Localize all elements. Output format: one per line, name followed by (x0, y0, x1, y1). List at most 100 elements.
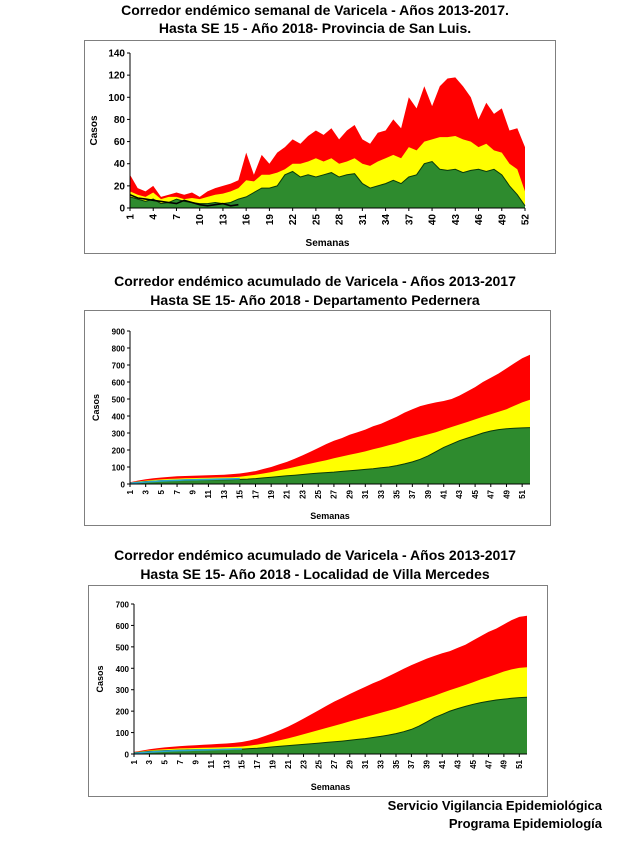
chart3-frame: 0 100 200 300 400 500 600 700 1 3 5 7 9 11 13 15 17 19 21 2… (88, 585, 548, 797)
chart2-x-tick-label: 41 (440, 489, 449, 498)
chart1-x-tick-label: 52 (521, 214, 532, 226)
chart1-x-tick-label: 34 (381, 214, 392, 226)
chart2-observed-2018-line (129, 477, 240, 485)
chart1-x-tick-label: 49 (497, 214, 508, 226)
chart2-y-tick-label: 300 (112, 430, 126, 439)
chart2-x-tick-label: 23 (298, 489, 307, 498)
chart3-x-tick-label: 33 (376, 759, 385, 768)
chart1-area-safety (130, 161, 525, 208)
chart2-x-tick-label: 3 (141, 489, 150, 494)
chart3-x-tick-label: 31 (361, 759, 370, 768)
chart1-x-axis-label: Semanas (306, 238, 350, 249)
chart2-y-tick-label: 600 (112, 379, 126, 388)
chart3-observed-2018-line (133, 748, 242, 755)
chart2-x-tick-label: 33 (377, 489, 386, 498)
chart3-x-tick-label: 11 (207, 759, 216, 768)
chart1-y-tick-label: 20 (114, 181, 126, 192)
chart3-y-tick-label: 700 (116, 601, 130, 610)
chart2-x-axis-label: Semanas (310, 511, 350, 521)
chart3-x-tick-label: 49 (500, 759, 509, 768)
chart2-y-tick-label: 0 (121, 481, 126, 490)
chart3-x-tick-label: 37 (407, 759, 416, 768)
chart1-title: Corredor endémico semanal de Varicela - … (121, 2, 509, 18)
chart3-y-axis-label: Casos (95, 665, 105, 692)
chart2-frame: 0 100 200 300 400 500 600 700 800 900 1 3 5 7 9 11 13 15 1… (84, 310, 551, 526)
chart2-x-tick-label: 31 (361, 489, 370, 498)
chart3-x-tick-label: 23 (299, 759, 308, 768)
chart1-y-tick-label: 120 (108, 71, 125, 82)
chart3-y-tick-label: 200 (116, 708, 130, 717)
chart1-x-tick-label: 22 (288, 214, 299, 226)
chart3-y-tick-label: 100 (116, 729, 130, 738)
chart1-plot: 0 20 40 60 80 100 120 140 1 4 7 10 13 16 19 22 25 28 31 34 3… (89, 49, 532, 250)
chart2-x-tick-label: 51 (518, 489, 527, 498)
chart1-x-tick-label: 13 (218, 214, 229, 226)
chart1-y-tick-label: 60 (114, 137, 126, 148)
chart2-subtitle: Hasta SE 15- Año 2018 - Departamento Ped… (150, 292, 480, 308)
chart3-x-tick-label: 5 (161, 759, 170, 764)
chart3-x-tick-label: 47 (484, 759, 493, 768)
chart2-x-tick-label: 19 (267, 489, 276, 498)
chart1-x-tick-label: 19 (265, 214, 276, 226)
chart3-x-tick-label: 27 (330, 759, 339, 768)
chart3-x-tick-label: 7 (176, 759, 185, 764)
chart3-x-tick-label: 25 (315, 759, 324, 768)
chart2-x-tick-label: 35 (392, 489, 401, 498)
chart3-x-tick-label: 9 (191, 759, 200, 764)
chart2-x-tick-label: 9 (189, 489, 198, 494)
chart1-x-tick-label: 40 (428, 214, 439, 226)
chart1-y-tick-label: 80 (114, 115, 126, 126)
chart3-area-safety (134, 697, 527, 754)
chart1-y-tick-label: 100 (108, 93, 125, 104)
chart3-x-tick-label: 21 (284, 759, 293, 768)
chart1-observed-2018-line (129, 193, 239, 207)
chart3-x-tick-label: 39 (423, 759, 432, 768)
chart2-y-tick-label: 800 (112, 345, 126, 354)
chart3-y-tick-label: 500 (116, 643, 130, 652)
chart2-x-tick-label: 39 (424, 489, 433, 498)
chart2-y-tick-label: 700 (112, 362, 126, 371)
chart2-y-tick-label: 400 (112, 413, 126, 422)
chart2-x-tick-label: 25 (314, 489, 323, 498)
chart2-x-tick-label: 49 (502, 489, 511, 498)
chart1-x-tick-label: 7 (172, 214, 183, 220)
chart2-x-tick-label: 15 (236, 489, 245, 498)
chart2-x-tick-label: 29 (345, 489, 354, 498)
chart1-x-tick-label: 1 (126, 214, 137, 220)
chart1-x-tick-label: 4 (149, 214, 160, 220)
chart1-y-tick-label: 0 (119, 204, 125, 215)
chart2-y-tick-label: 900 (112, 328, 126, 337)
chart1-x-tick-label: 16 (242, 214, 253, 226)
chart3-y-tick-label: 300 (116, 686, 130, 695)
chart3-x-tick-label: 3 (145, 759, 154, 764)
chart3-subtitle: Hasta SE 15- Año 2018 - Localidad de Vil… (140, 566, 490, 582)
chart2-title: Corredor endémico acumulado de Varicela … (114, 273, 516, 289)
chart1-x-tick-label: 10 (195, 214, 206, 226)
chart2-y-tick-label: 200 (112, 447, 126, 456)
chart2-x-tick-label: 5 (157, 489, 166, 494)
chart2-y-axis-label: Casos (91, 394, 101, 421)
chart3-y-tick-label: 400 (116, 665, 130, 674)
chart1-x-tick-label: 37 (404, 214, 415, 226)
chart1-y-tick-label: 140 (108, 49, 125, 60)
chart3-x-tick-label: 41 (438, 759, 447, 768)
chart1-subtitle: Hasta SE 15 - Año 2018- Provincia de San… (158, 20, 472, 36)
chart3-title: Corredor endémico acumulado de Varicela … (114, 547, 516, 563)
chart3-x-tick-label: 13 (222, 759, 231, 768)
chart3-x-tick-label: 19 (269, 759, 278, 768)
chart3-x-tick-label: 43 (453, 759, 462, 768)
chart1-x-tick-label: 43 (451, 214, 462, 226)
chart2-x-tick-label: 43 (455, 489, 464, 498)
chart3-y-tick-label: 0 (125, 751, 130, 760)
chart3-x-tick-label: 29 (346, 759, 355, 768)
chart2-x-tick-label: 17 (251, 489, 260, 498)
chart3-x-axis-label: Semanas (311, 782, 351, 792)
chart2-x-tick-label: 1 (126, 489, 135, 494)
chart2-x-tick-label: 13 (220, 489, 229, 498)
chart1-x-tick-label: 31 (358, 214, 369, 226)
chart1-y-axis-label: Casos (89, 115, 100, 145)
chart2-x-tick-label: 47 (487, 489, 496, 498)
chart3-x-tick-label: 45 (469, 759, 478, 768)
footer-program: Programa Epidemiología (448, 816, 602, 831)
